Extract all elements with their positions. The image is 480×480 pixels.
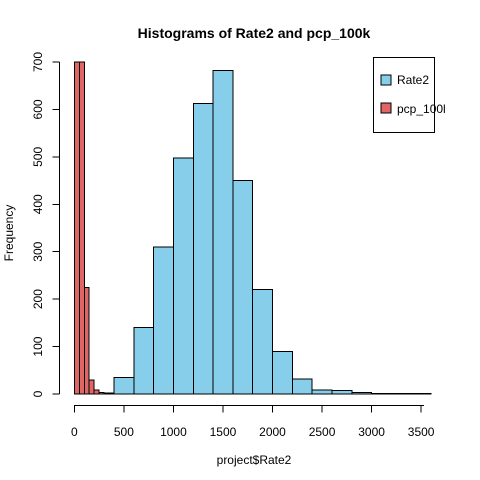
rate2-bar-12 [311,389,333,395]
y-tick-label-4: 400 [31,194,45,214]
rate2-bar-2 [113,376,135,395]
pcp-bars [73,61,110,395]
pcp-bar-1 [78,61,85,395]
rate2-bar-5 [172,157,194,395]
x-axis-ticks: 0 500 1000 1500 2000 2500 3000 3500 [71,405,435,439]
rate2-bar-3 [133,327,155,395]
pcp-bar-2 [83,286,90,395]
rate2-bar-4 [153,246,174,395]
legend-label-pcp: pcp_100l [397,102,446,116]
rate2-bar-7 [212,70,234,395]
x-tick-label-1: 500 [114,425,134,439]
rate2-bar-8 [232,180,254,395]
y-tick-label-0: 0 [31,390,45,397]
pcp-bar-5 [98,392,105,395]
y-tick-label-1: 100 [31,336,45,356]
x-tick-label-5: 2500 [309,425,336,439]
x-tick-label-4: 2000 [259,425,286,439]
y-axis-ticks: 0 100 200 300 400 500 600 700 [31,52,60,397]
rate2-bar-14 [351,392,373,395]
rate2-bars [73,70,432,395]
pcp-bar-0 [73,61,80,395]
legend-swatch-pcp [380,102,392,114]
legend-swatch-rate2 [380,74,392,86]
chart-title: Histograms of Rate2 and pcp_100k [138,25,371,41]
x-tick-label-7: 3500 [408,425,435,439]
y-tick-label-3: 300 [31,241,45,261]
rate2-bar-6 [192,103,214,395]
y-tick-label-2: 200 [31,289,45,309]
x-tick-label-6: 3000 [358,425,385,439]
y-tick-label-7: 700 [31,52,45,72]
rate2-bar-9 [252,289,274,395]
pcp-bar-3 [88,379,95,395]
rate2-bar-13 [331,390,353,395]
legend-box [373,57,435,133]
pcp-bar-4 [93,389,100,395]
legend-label-rate2: Rate2 [397,73,429,87]
rate2-bar-10 [272,350,293,395]
y-axis-label: Frequency [2,205,16,262]
rate2-bar-11 [291,378,313,395]
x-tick-label-0: 0 [71,425,78,439]
legend: Rate2 pcp_100l [373,57,446,133]
y-tick-label-5: 500 [31,147,45,167]
x-tick-label-2: 1000 [160,425,187,439]
x-tick-label-3: 1500 [210,425,237,439]
x-axis-label: project$Rate2 [217,453,292,467]
y-tick-label-6: 600 [31,99,45,119]
